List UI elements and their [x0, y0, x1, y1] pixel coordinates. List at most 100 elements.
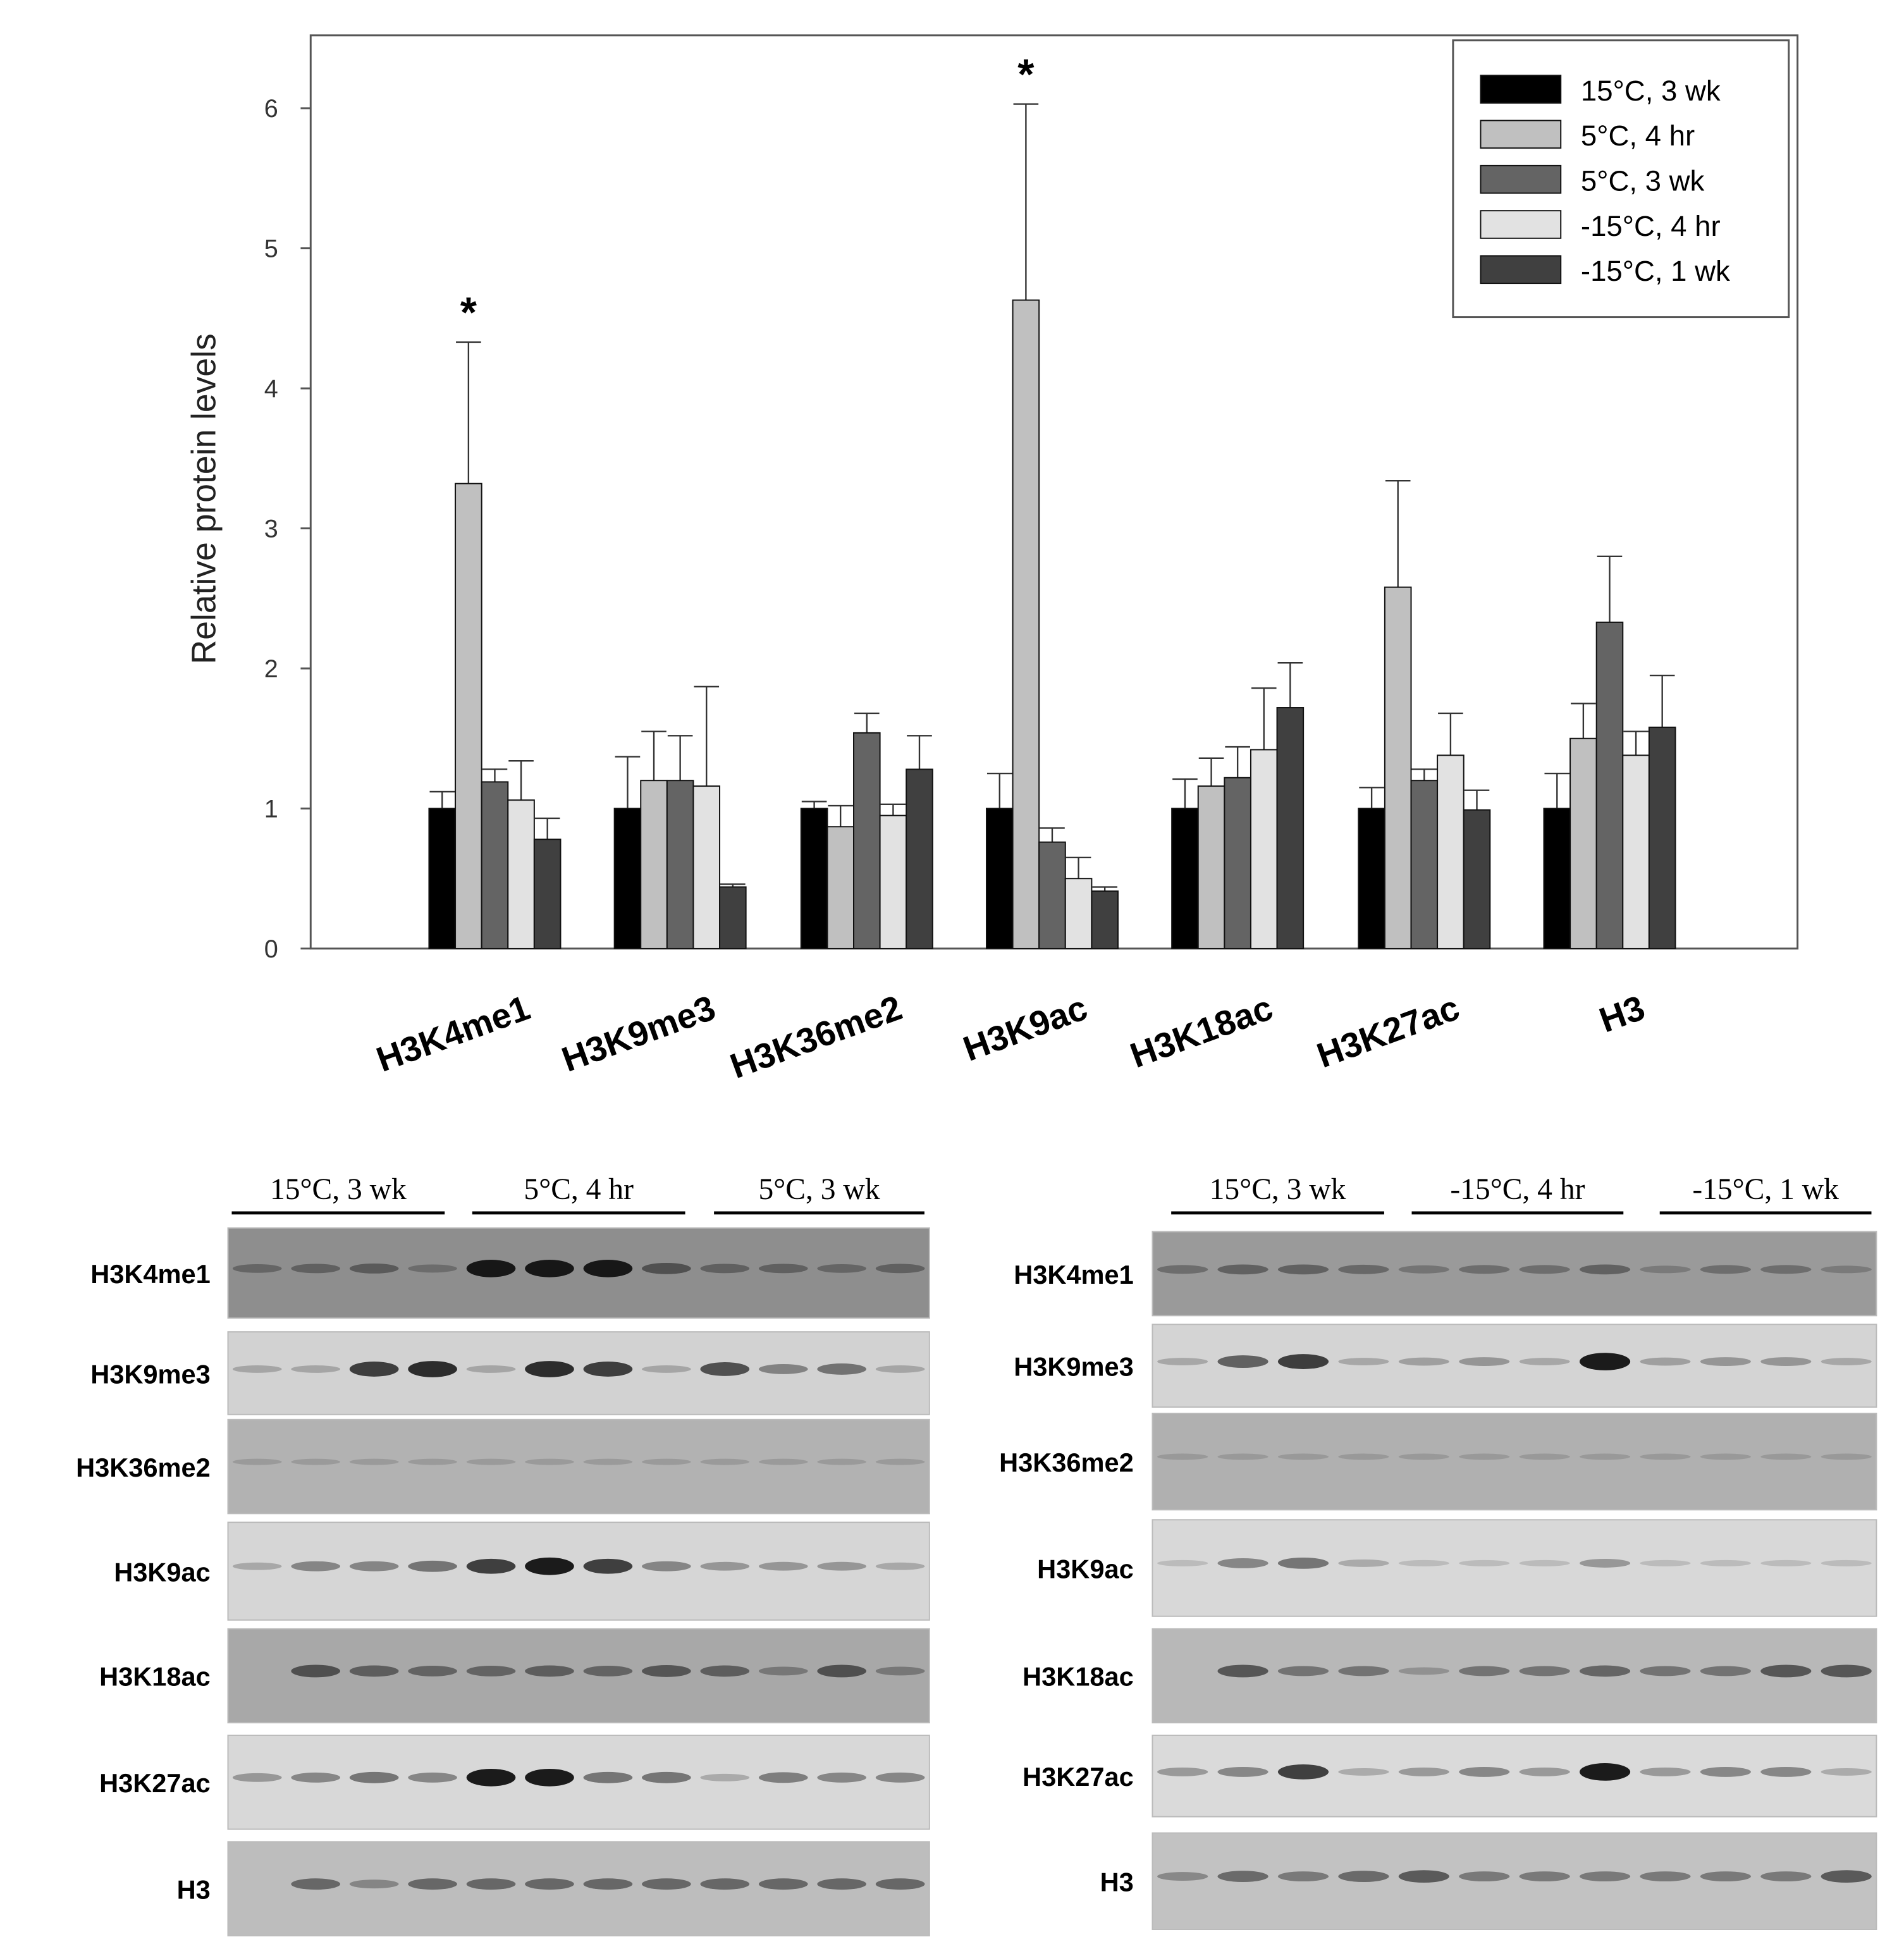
- blot-band: [1338, 1358, 1389, 1366]
- blot-band: [1579, 1763, 1631, 1781]
- blot-band: [466, 1260, 516, 1277]
- blot-band: [875, 1365, 925, 1373]
- blot-band: [1760, 1664, 1812, 1678]
- blot-band: [642, 1771, 691, 1783]
- bar: [455, 483, 482, 949]
- blot-band: [758, 1772, 808, 1783]
- blot-band: [1398, 1357, 1449, 1366]
- blot-row-label: H3K36me2: [76, 1453, 211, 1482]
- blot-row-label: H3K9ac: [114, 1557, 211, 1587]
- western-blots: 15°C, 3 wk 5°C, 4 hr 5°C, 3 wk H3K4me1 H3K9m…: [76, 1173, 1877, 1936]
- bar: [985, 808, 1014, 949]
- bar: [853, 732, 881, 949]
- blot-row-label: H3K36me2: [999, 1448, 1134, 1477]
- blot-band: [1459, 1357, 1510, 1366]
- bar: [1410, 780, 1439, 949]
- bar: [1622, 754, 1650, 949]
- blot-band: [1277, 1666, 1329, 1676]
- blot-row-label: H3: [177, 1874, 211, 1904]
- y-tick-label: 6: [264, 95, 278, 123]
- blot-band: [1338, 1453, 1389, 1460]
- blot-band: [1760, 1265, 1812, 1274]
- bar: [1250, 749, 1278, 949]
- blot-band: [1519, 1767, 1570, 1776]
- blot-band: [1277, 1354, 1329, 1369]
- left-blot-panel: 15°C, 3 wk 5°C, 4 hr 5°C, 3 wk H3K4me1 H3K9m…: [76, 1173, 930, 1936]
- blot-band: [408, 1264, 457, 1273]
- blot-band: [466, 1768, 516, 1787]
- x-tick-label: H3K27ac: [1311, 988, 1464, 1075]
- blot-band: [1579, 1264, 1631, 1275]
- x-tick-label: H3K9ac: [958, 988, 1092, 1069]
- blot-membrane: [1152, 1734, 1877, 1818]
- blot-band: [1700, 1453, 1751, 1460]
- blot-band: [1459, 1265, 1510, 1274]
- blot-band: [291, 1772, 341, 1783]
- blot-band: [1338, 1871, 1389, 1883]
- blot-band: [1760, 1357, 1812, 1366]
- bar: [1437, 754, 1465, 949]
- blot-band: [1821, 1664, 1872, 1678]
- blot-band: [1157, 1265, 1208, 1274]
- x-axis-labels: H3K4me1 H3K9me3 H3K36me2 H3K9ac H3K18ac H3K27…: [371, 988, 1650, 1086]
- x-tick-label: H3: [1594, 988, 1650, 1040]
- blot-band: [232, 1562, 282, 1570]
- bar: [1463, 809, 1491, 949]
- blot-band: [1217, 1264, 1268, 1275]
- blot-band: [1760, 1559, 1812, 1566]
- blot-band: [1640, 1871, 1691, 1882]
- blot-band: [1277, 1453, 1329, 1460]
- blot-band: [1579, 1665, 1631, 1677]
- blot-band: [1579, 1558, 1631, 1568]
- x-tick-label: H3K9me3: [556, 988, 720, 1079]
- y-axis: 0 1 2 3 4 5 6: [264, 95, 311, 963]
- blot-band: [1640, 1666, 1691, 1676]
- blot-band: [1700, 1559, 1751, 1566]
- blot-band: [583, 1878, 633, 1890]
- blot-band: [1579, 1353, 1631, 1370]
- blot-band: [1459, 1559, 1510, 1566]
- blot-band: [758, 1364, 808, 1374]
- bar: [428, 808, 457, 949]
- legend-swatch: [1480, 255, 1562, 285]
- blot-row-label: H3K4me1: [90, 1259, 211, 1289]
- blot-band: [583, 1558, 633, 1574]
- x-tick-label: H3K4me1: [371, 988, 535, 1079]
- x-tick-label: H3K18ac: [1125, 988, 1277, 1075]
- blot-band: [1217, 1355, 1268, 1368]
- blot-band: [875, 1772, 925, 1783]
- blot-band: [525, 1361, 574, 1377]
- blot-group-label: -15°C, 4 hr: [1450, 1173, 1585, 1206]
- blot-band: [408, 1878, 457, 1890]
- bar: [1091, 890, 1119, 949]
- blot-band: [1519, 1453, 1570, 1460]
- blot-band: [525, 1878, 574, 1890]
- blot-band: [1579, 1453, 1631, 1460]
- blot-band: [1398, 1559, 1449, 1566]
- blot-band: [1700, 1357, 1751, 1366]
- blot-band: [817, 1664, 867, 1678]
- blot-membrane: [1152, 1324, 1877, 1408]
- blot-row-label: H3K4me1: [1014, 1260, 1134, 1289]
- blot-band: [291, 1365, 341, 1373]
- blot-band: [758, 1666, 808, 1676]
- blot-band: [700, 1665, 750, 1677]
- blot-band: [466, 1458, 516, 1465]
- blot-band: [466, 1878, 516, 1890]
- blot-band: [583, 1260, 633, 1277]
- blot-band: [1157, 1872, 1208, 1881]
- blot-band: [408, 1560, 457, 1572]
- blot-membrane: [1152, 1519, 1877, 1617]
- blot-band: [408, 1772, 457, 1783]
- x-tick-label: H3K36me2: [725, 988, 907, 1086]
- blot-row-label: H3K27ac: [99, 1768, 211, 1798]
- significance-marker: *: [1017, 51, 1035, 99]
- bar: [1171, 808, 1199, 949]
- blot-band: [583, 1666, 633, 1676]
- blot-band: [349, 1458, 399, 1465]
- bar: [800, 808, 828, 949]
- right-blot-panel: 15°C, 3 wk -15°C, 4 hr -15°C, 1 wk H3K4me1 H…: [999, 1173, 1877, 1931]
- blot-band: [1338, 1768, 1389, 1776]
- blot-band: [1277, 1557, 1329, 1569]
